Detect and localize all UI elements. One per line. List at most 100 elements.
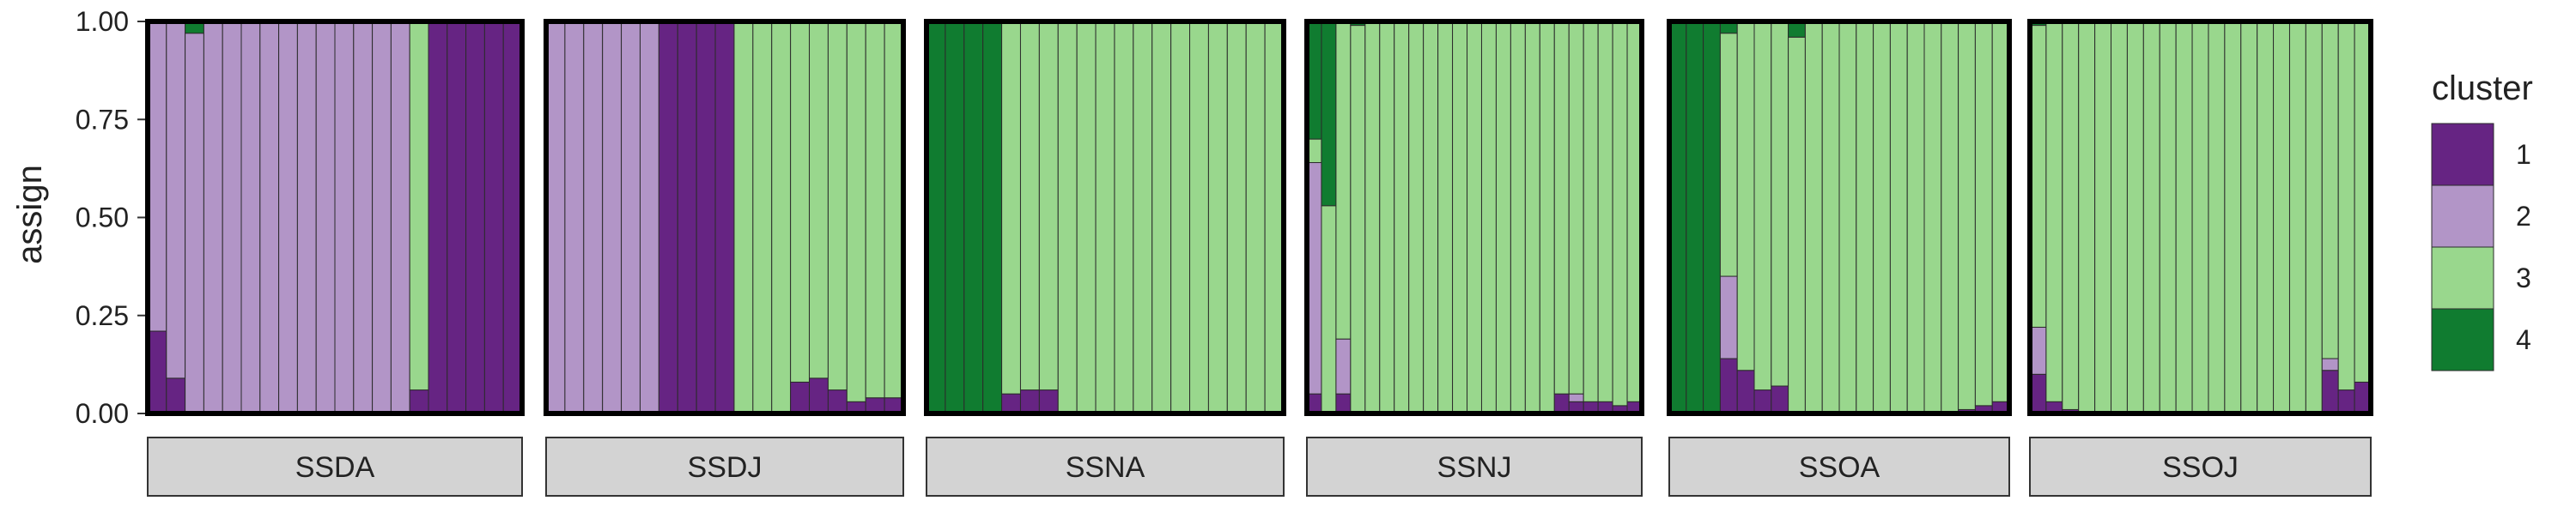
bar-segment-cluster-4	[982, 21, 1003, 414]
bar-segment-cluster-3	[2191, 21, 2209, 414]
bar-segment-cluster-3	[1114, 21, 1134, 414]
bar-segment-cluster-2	[203, 21, 223, 414]
bar-segment-cluster-2	[278, 21, 298, 414]
facet-strip	[2029, 437, 2372, 497]
bar-segment-cluster-3	[809, 21, 829, 379]
panel-border	[924, 19, 1286, 416]
bar-segment-cluster-2	[564, 21, 585, 414]
bar-segment-cluster-3	[1364, 21, 1381, 414]
bar-segment-cluster-3	[1856, 21, 1874, 414]
bar-segment-cluster-2	[602, 21, 623, 414]
bar-segment-cluster-3	[1264, 21, 1285, 414]
bar-segment-cluster-1	[714, 21, 735, 414]
bar-segment-cluster-1	[677, 21, 697, 414]
legend-label: 4	[2516, 324, 2531, 355]
y-tick-label: 0.75	[76, 104, 129, 135]
facet-strip-label: SSDA	[295, 451, 375, 484]
bar-segment-cluster-3	[1771, 21, 1789, 387]
bar-segment-cluster-3	[2240, 21, 2258, 414]
bar-segment-cluster-3	[884, 21, 904, 399]
bar-segment-cluster-3	[2288, 21, 2306, 414]
legend-key-3	[2431, 246, 2494, 310]
bar-segment-cluster-3	[846, 21, 866, 402]
bar-segment-cluster-3	[1437, 21, 1454, 414]
bar-segment-cluster-1	[1001, 393, 1021, 414]
bar-segment-cluster-4	[1686, 21, 1704, 414]
bar-segment-cluster-2	[545, 21, 566, 414]
bar-segment-cluster-1	[1736, 370, 1755, 414]
bar-segment-cluster-3	[2224, 21, 2242, 414]
bar-segment-cluster-3	[1524, 21, 1540, 414]
bar-segment-cluster-1	[483, 21, 504, 414]
bar-segment-cluster-3	[1480, 21, 1497, 414]
bar-segment-cluster-2	[259, 21, 280, 414]
facet-panel-ssdj: SSDJ	[544, 19, 906, 497]
bar-segment-cluster-3	[1467, 21, 1482, 414]
bar-segment-cluster-3	[1321, 205, 1337, 414]
facet-strip-label: SSNJ	[1437, 451, 1512, 484]
bar-segment-cluster-3	[2337, 21, 2355, 391]
panel-border	[1304, 19, 1644, 416]
bar-segment-cluster-4	[963, 21, 984, 414]
bar-segment-cluster-3	[2142, 21, 2160, 414]
bar-segment-cluster-3	[1170, 21, 1191, 414]
bar-segment-cluster-3	[1151, 21, 1172, 414]
bar-segment-cluster-4	[1703, 21, 1721, 414]
bar-segment-cluster-1	[147, 330, 167, 414]
bar-segment-cluster-3	[1568, 21, 1584, 395]
bar-segment-cluster-3	[771, 21, 792, 414]
bar-segment-cluster-3	[1821, 21, 1840, 414]
bar-segment-cluster-4	[926, 21, 946, 414]
bar-segment-cluster-1	[1019, 389, 1040, 414]
bar-segment-cluster-3	[1189, 21, 1209, 414]
bar-segment-cluster-2	[185, 33, 204, 414]
facet-panel-ssnj: SSNJ	[1304, 19, 1644, 497]
bar-segment-cluster-3	[1974, 21, 1993, 407]
bar-segment-cluster-3	[1350, 25, 1366, 414]
panel-border	[145, 19, 525, 416]
bar-segment-cluster-2	[1568, 393, 1584, 402]
legend: cluster 1 2 3 4	[2431, 69, 2533, 371]
bar-segment-cluster-2	[334, 21, 355, 414]
bar-segment-cluster-2	[621, 21, 641, 414]
bar-segment-cluster-3	[1076, 21, 1097, 414]
bar-segment-cluster-4	[1321, 21, 1337, 207]
y-tick-label: 0.25	[76, 300, 129, 331]
bar-segment-cluster-1	[1335, 393, 1352, 414]
facet-strip	[1668, 437, 2010, 497]
bar-segment-cluster-3	[1335, 21, 1352, 340]
bar-segment-cluster-3	[1906, 21, 1925, 414]
bar-segment-cluster-1	[696, 21, 716, 414]
y-tick-label: 0.00	[76, 398, 129, 429]
bar-segment-cluster-1	[465, 21, 485, 414]
bar-segment-cluster-3	[1583, 21, 1599, 402]
panel-border	[1667, 19, 2012, 416]
bar-segment-cluster-3	[2305, 21, 2323, 414]
facet-strip-label: SSNA	[1066, 451, 1145, 484]
bar-segment-cluster-2	[315, 21, 336, 414]
bar-segment-cluster-3	[790, 21, 811, 383]
bar-segment-cluster-2	[166, 21, 186, 379]
bar-segment-cluster-3	[1379, 21, 1395, 414]
y-axis: 0.00 0.25 0.50 0.75 1.00	[76, 6, 146, 429]
bar-segment-cluster-3	[827, 21, 848, 391]
facet-panel-ssoj: SSOJ	[2027, 19, 2373, 497]
legend-key-2	[2431, 184, 2494, 248]
facet-strip	[545, 437, 904, 497]
bar-segment-cluster-3	[1736, 21, 1755, 371]
bar-segment-cluster-3	[1753, 21, 1772, 391]
bar-segment-cluster-3	[1001, 21, 1021, 395]
bar-segment-cluster-3	[1095, 21, 1115, 414]
legend-label: 2	[2516, 201, 2531, 232]
panel-border	[544, 19, 906, 416]
bar-segment-cluster-2	[372, 21, 392, 414]
bar-segment-cluster-2	[583, 21, 604, 414]
bar-segment-cluster-3	[1873, 21, 1891, 414]
bar-segment-cluster-3	[1958, 21, 1976, 410]
facet-strip-label: SSDJ	[688, 451, 762, 484]
bar-segment-cluster-2	[353, 21, 374, 414]
bar-segment-cluster-2	[1719, 275, 1738, 359]
bar-segment-cluster-3	[2078, 21, 2096, 414]
bar-segment-cluster-3	[1408, 21, 1425, 414]
